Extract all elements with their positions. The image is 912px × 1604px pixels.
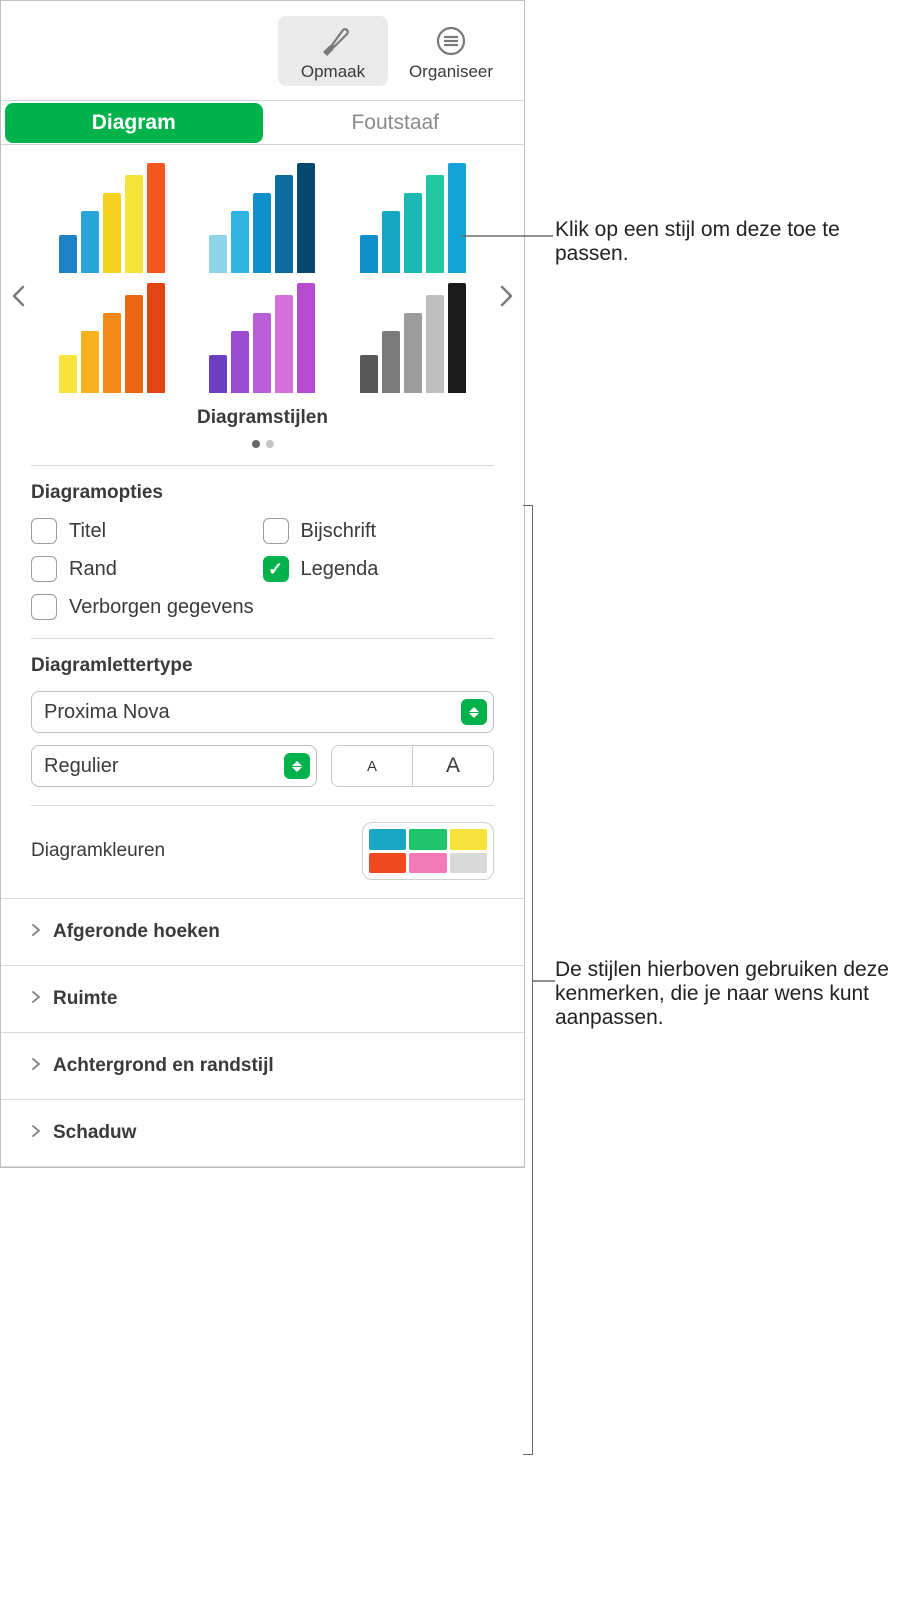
dropdown-caret-icon	[284, 753, 310, 779]
font-weight-select[interactable]: Regulier	[31, 745, 317, 787]
disclosure-label: Ruimte	[53, 988, 117, 1010]
format-toolbar-button[interactable]: Opmaak	[278, 16, 388, 86]
tab-errorbar[interactable]: Foutstaaf	[267, 101, 525, 144]
arrange-toolbar-label: Organiseer	[400, 62, 502, 82]
title-checkbox-label: Titel	[69, 520, 106, 543]
legend-checkbox-label: Legenda	[301, 558, 379, 581]
chart-options-section: Diagramopties Titel Bijschrift Rand Lege…	[1, 466, 524, 638]
chevron-right-icon	[31, 1124, 41, 1143]
font-size-stepper: A A	[331, 745, 494, 787]
caption-checkbox-label: Bijschrift	[301, 520, 377, 543]
chart-styles-area: Diagramstijlen	[1, 145, 524, 465]
disclosure-spacing[interactable]: Ruimte	[1, 965, 524, 1032]
callout-bracket	[523, 505, 533, 1455]
disclosure-background[interactable]: Achtergrond en randstijl	[1, 1032, 524, 1099]
font-size-decrease-button[interactable]: A	[332, 746, 413, 786]
font-family-select[interactable]: Proxima Nova	[31, 691, 494, 733]
disclosure-shadow[interactable]: Schaduw	[1, 1099, 524, 1167]
disclosure-rounded-corners[interactable]: Afgeronde hoeken	[1, 898, 524, 965]
arrange-icon	[400, 22, 502, 60]
chevron-right-icon	[31, 990, 41, 1009]
chart-style-thumb-5[interactable]	[342, 283, 484, 393]
page-dot[interactable]	[266, 440, 274, 448]
title-checkbox[interactable]	[31, 518, 57, 544]
arrange-toolbar-button[interactable]: Organiseer	[396, 16, 506, 86]
chart-style-thumb-3[interactable]	[41, 283, 183, 393]
chart-font-title: Diagramlettertype	[31, 655, 494, 677]
chart-options-title: Diagramopties	[31, 482, 494, 504]
border-checkbox[interactable]	[31, 556, 57, 582]
dropdown-caret-icon	[461, 699, 487, 725]
format-toolbar-label: Opmaak	[282, 62, 384, 82]
chart-colors-label: Diagramkleuren	[31, 840, 165, 862]
chart-colors-section: Diagramkleuren	[1, 806, 524, 898]
callout-text-top: Klik op een stijl om deze toe te passen.	[555, 218, 912, 266]
chart-style-thumb-4[interactable]	[191, 283, 333, 393]
disclosure-label: Afgeronde hoeken	[53, 921, 220, 943]
font-family-value: Proxima Nova	[44, 701, 170, 724]
legend-checkbox[interactable]	[263, 556, 289, 582]
chart-style-thumb-2[interactable]	[342, 163, 484, 273]
paintbrush-icon	[282, 22, 384, 60]
tab-diagram[interactable]: Diagram	[5, 103, 263, 143]
caption-checkbox[interactable]	[263, 518, 289, 544]
chart-colors-button[interactable]	[362, 822, 494, 880]
font-size-increase-button[interactable]: A	[413, 746, 493, 786]
styles-next-button[interactable]	[492, 275, 522, 322]
page-dot[interactable]	[252, 440, 260, 448]
disclosure-label: Schaduw	[53, 1122, 136, 1144]
hidden-data-checkbox-label: Verborgen gegevens	[69, 596, 254, 619]
chart-style-thumb-1[interactable]	[191, 163, 333, 273]
chevron-right-icon	[31, 1057, 41, 1076]
inspector-toolbar: Opmaak Organiseer	[1, 1, 524, 101]
border-checkbox-label: Rand	[69, 558, 117, 581]
chart-styles-title: Diagramstijlen	[1, 407, 524, 429]
chevron-right-icon	[31, 923, 41, 942]
format-inspector-panel: Opmaak Organiseer Diagram Foutstaaf Di	[0, 0, 525, 1168]
chart-style-thumb-0[interactable]	[41, 163, 183, 273]
inspector-tabs: Diagram Foutstaaf	[1, 101, 524, 145]
callout-text-bottom: De stijlen hierboven gebruiken deze kenm…	[555, 958, 912, 1030]
font-weight-value: Regulier	[44, 755, 118, 778]
chart-font-section: Diagramlettertype Proxima Nova Regulier …	[1, 639, 524, 805]
hidden-data-checkbox[interactable]	[31, 594, 57, 620]
styles-prev-button[interactable]	[3, 275, 33, 322]
styles-page-dots	[1, 435, 524, 453]
disclosure-label: Achtergrond en randstijl	[53, 1055, 274, 1077]
